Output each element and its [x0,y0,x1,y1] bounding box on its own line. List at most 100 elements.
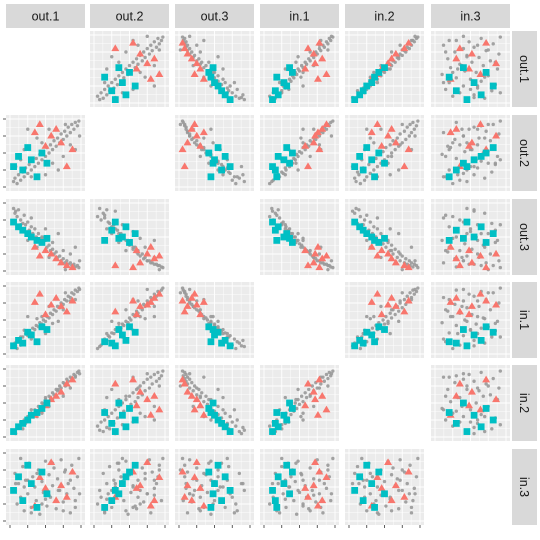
point-circle [284,505,288,510]
point-square [126,323,133,331]
point-circle [409,261,414,265]
point-square [286,234,293,242]
point-triangle [143,458,152,466]
point-circle [451,214,455,219]
point-circle [395,136,399,140]
point-square [119,411,126,419]
panel-out.1-vs-out.3 [175,31,254,107]
point-circle [448,65,453,70]
point-circle [105,208,109,212]
point-circle [296,55,300,59]
point-circle [443,87,448,92]
point-circle [465,384,469,388]
point-circle [465,231,469,236]
point-circle [486,122,490,127]
point-circle [357,208,361,212]
point-square [375,468,383,476]
point-circle [45,504,49,508]
point-triangle [199,411,208,418]
point-circle [397,168,401,172]
point-circle [398,299,402,303]
point-square [445,237,453,244]
point-circle [493,321,498,326]
column-strip-3: out.3 [175,4,254,28]
point-circle [296,459,300,463]
point-circle [454,323,458,328]
point-circle [454,409,458,413]
point-circle [97,97,102,102]
point-square [10,487,17,494]
point-circle [461,333,466,338]
point-circle [68,295,73,300]
point-circle [375,80,380,85]
point-circle [375,511,380,515]
point-circle [283,173,287,177]
point-square [269,96,276,103]
point-circle [308,154,312,159]
point-circle [68,130,73,135]
point-circle [184,127,188,131]
point-circle [62,129,67,133]
point-circle [498,35,503,39]
point-square [209,64,217,72]
point-triangle [180,44,189,52]
point-square [24,461,32,469]
point-circle [446,144,450,148]
point-circle [365,175,369,179]
point-square [33,237,41,244]
point-triangle [143,395,152,403]
point-triangle [146,298,155,305]
point-triangle [446,243,455,250]
point-circle [18,218,23,222]
point-circle [281,220,285,224]
point-triangle [68,263,77,271]
point-circle [374,498,378,503]
point-square [19,420,27,427]
point-square [205,149,213,157]
point-circle [388,227,392,231]
point-triangle [482,296,491,304]
point-circle [221,395,225,400]
point-circle [149,375,153,379]
point-circle [187,134,192,138]
point-circle [412,127,417,131]
point-circle [389,243,394,247]
point-square [381,234,388,242]
point-circle [182,124,187,128]
point-circle [29,175,33,179]
point-circle [472,95,476,100]
point-triangle [192,395,201,403]
point-circle [405,294,409,298]
point-circle [375,485,380,489]
point-circle [131,391,135,395]
point-circle [461,287,466,292]
point-circle [465,141,469,145]
point-circle [267,502,272,506]
point-square [38,149,46,157]
point-square [207,504,215,511]
point-square [280,156,288,164]
point-circle [66,125,70,129]
point-triangle [132,310,141,318]
point-circle [157,468,162,472]
point-circle [486,291,490,295]
point-circle [400,291,404,295]
point-circle [47,473,51,477]
point-circle [124,50,128,54]
point-circle [56,387,60,392]
point-square [283,416,291,424]
point-circle [441,261,446,265]
point-circle [56,231,60,236]
point-triangle [391,138,400,146]
point-triangle [446,128,455,136]
point-square [289,69,296,76]
point-circle [230,91,234,95]
point-triangle [309,49,318,57]
point-circle [454,76,458,80]
point-circle [105,425,109,430]
point-circle [448,399,453,404]
point-circle [490,221,494,226]
point-circle [308,509,312,513]
point-circle [72,127,76,131]
